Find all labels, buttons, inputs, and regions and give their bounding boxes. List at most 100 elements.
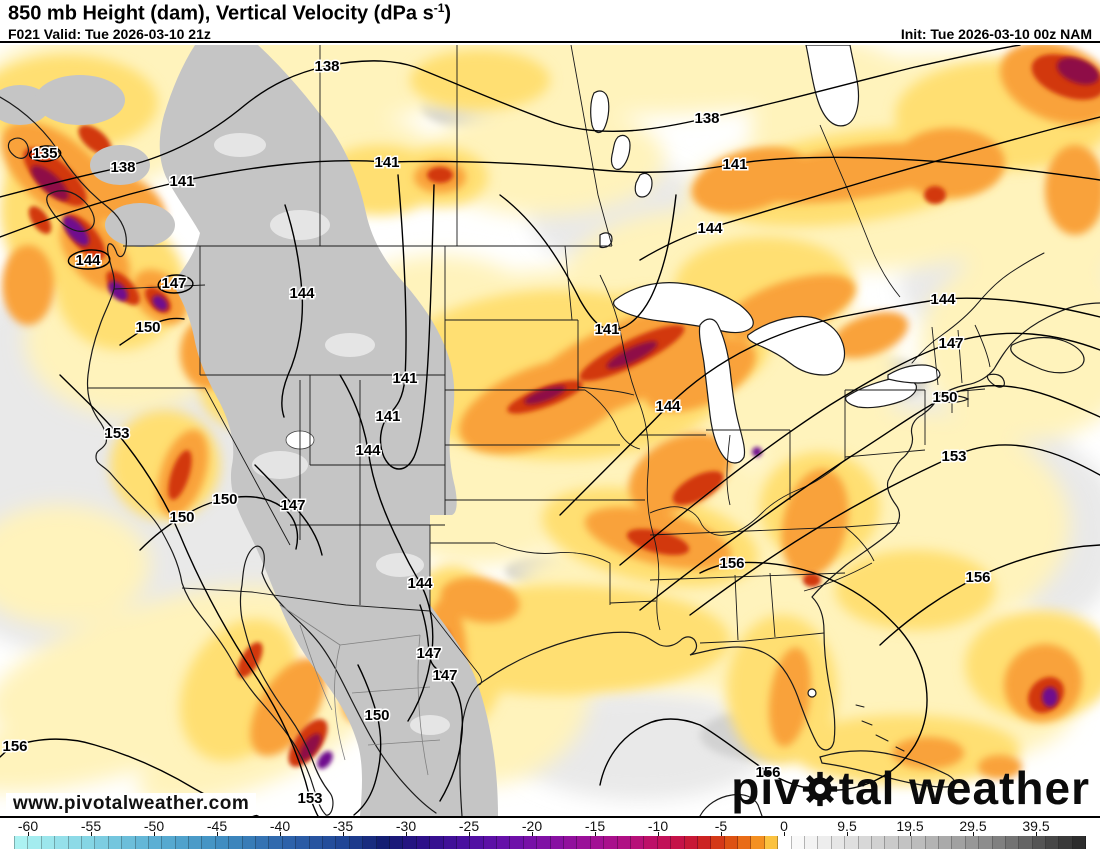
colorbar-tick-label: -45 [206,818,228,834]
colorbar-tick-mark [343,832,344,836]
contour-label: 150 [135,319,160,336]
height-contours [0,45,1100,816]
colorbar-cell [55,836,69,849]
contour-label-layer: 135 138 138 138 141 141 141 141 141 141 144 144 144 1… [1,57,992,809]
colorbar-tick-mark [406,832,407,836]
colorbar-cell [189,836,203,849]
colorbar-tick-mark [28,832,29,836]
colorbar-tick-mark [217,832,218,836]
contour-label: 150 [364,707,389,724]
header: 850 mb Height (dam), Vertical Velocity (… [0,0,1100,43]
colorbar-tick-mark [910,832,911,836]
forecast-valid-label: F021 Valid: Tue 2026-03-10 21z [8,26,211,42]
colorbar-cell [430,836,444,849]
great-lakes [612,282,941,698]
contour-label: 156 [2,738,27,755]
colorbar-tick-mark [595,832,596,836]
colorbar-tick-mark [154,832,155,836]
colorbar-cell [564,836,578,849]
colorbar-cell [336,836,350,849]
contour-label: 156 [965,569,990,586]
contour-label: 141 [375,408,400,425]
colorbar-cell [885,836,899,849]
colorbar-cell [363,836,377,849]
brand-watermark: piv tal weather [731,762,1090,814]
colorbar-tick-mark [721,832,722,836]
colorbar-cell [630,836,645,849]
brand-text-pre: piv [731,762,801,814]
colorbar-cell [550,836,565,849]
colorbar-cell [845,836,859,849]
colorbar-tick-label: -20 [521,818,543,834]
contour-label: 138 [694,110,719,127]
colorbar-cell [805,836,819,849]
colorbar-cell [349,836,364,849]
colorbar-tick-label: -35 [332,818,354,834]
colorbar-cell [215,836,230,849]
contour-label: 147 [938,335,963,352]
weather-map-image: 135 138 138 138 141 141 141 141 141 141 144 144 144 1… [0,45,1100,816]
colorbar-cell [818,836,832,849]
colorbar-cell [309,836,323,849]
colorbar-tick-label: 39.5 [1022,818,1050,834]
contour-label: 153 [941,448,966,465]
colorbar-tick-label: -15 [584,818,606,834]
contour-label: 144 [355,442,381,459]
contour-label: 150 [169,509,194,526]
colorbar-cell [537,836,551,849]
colorbar-cell [81,836,96,849]
contour-label: 150 [932,389,957,406]
colorbar-cell [657,836,672,849]
colorbar-cell [1072,836,1087,849]
colorbar-cell [1019,836,1033,849]
colorbar-tick-label: 19.5 [896,818,924,834]
contour-label: 141 [594,321,619,338]
contour-label: 147 [432,667,457,684]
colorbar-cell [992,836,1006,849]
contour-label: 153 [297,790,322,807]
colorbar-cell [858,836,872,849]
colorbar-cell [28,836,42,849]
contour-label: 141 [374,154,399,171]
colorbar-cell [14,836,29,849]
colorbar-cell [778,836,792,849]
contour-label: 147 [416,645,441,662]
colorbar-tick-label: 9.5 [837,818,857,834]
colorbar-cell [697,836,712,849]
colorbar-cell [296,836,310,849]
contour-label: 138 [314,58,339,75]
contour-label: 141 [392,370,417,387]
colorbar-cell [122,836,136,849]
contour-label: 150 [212,491,237,508]
colorbar-cell [256,836,270,849]
colorbar-tick-mark [973,832,974,836]
colorbar-tick-label: -30 [395,818,417,834]
colorbar-cell [671,836,685,849]
site-url-watermark: www.pivotalweather.com [6,793,257,815]
colorbar-cell [965,836,980,849]
colorbar-cell [711,836,725,849]
colorbar-cell [684,836,698,849]
colorbar-cell [952,836,966,849]
colorbar-cell [403,836,417,849]
colorbar-tick-label: -40 [269,818,291,834]
colorbar-cell [175,836,190,849]
contour-label: 147 [280,497,305,514]
colorbar-tick-label: -60 [17,818,39,834]
colorbar-cell [483,836,498,849]
colorbar-cell [831,836,846,849]
colorbar-tick-label: -5 [714,818,728,834]
mexico-state-borders [279,604,441,776]
colorbar-cell [470,836,484,849]
colorbar-cell [604,836,618,849]
colorbar-cell [510,836,524,849]
colorbar-cell [269,836,283,849]
colorbar-cell [68,836,82,849]
colorbar-cell [979,836,993,849]
colorbar-cell [577,836,591,849]
contour-label: 138 [110,159,135,176]
title-text: 850 mb Height (dam), Vertical Velocity (… [8,2,434,25]
colorbar-tick-label: 29.5 [959,818,987,834]
model-init-label: Init: Tue 2026-03-10 00z NAM [900,26,1092,42]
